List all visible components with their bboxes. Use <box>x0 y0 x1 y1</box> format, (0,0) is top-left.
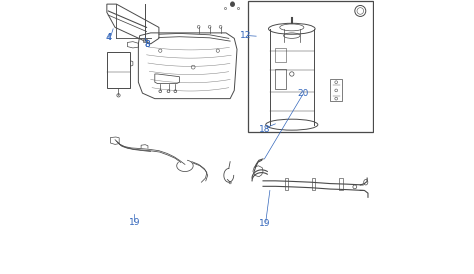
Bar <box>275 48 286 62</box>
Bar <box>275 68 286 89</box>
Text: 18: 18 <box>259 125 271 134</box>
Text: 8: 8 <box>145 40 150 49</box>
Bar <box>143 39 147 42</box>
Text: 4: 4 <box>106 33 111 42</box>
Bar <box>312 178 315 190</box>
Text: 4: 4 <box>106 33 111 42</box>
Text: 12: 12 <box>239 31 251 40</box>
Text: 19: 19 <box>128 218 140 227</box>
Bar <box>285 178 288 190</box>
Text: 8: 8 <box>144 40 150 49</box>
Bar <box>339 178 343 190</box>
Text: 19: 19 <box>259 219 270 228</box>
Bar <box>248 1 373 132</box>
Text: 20: 20 <box>298 89 309 98</box>
Bar <box>330 79 343 101</box>
